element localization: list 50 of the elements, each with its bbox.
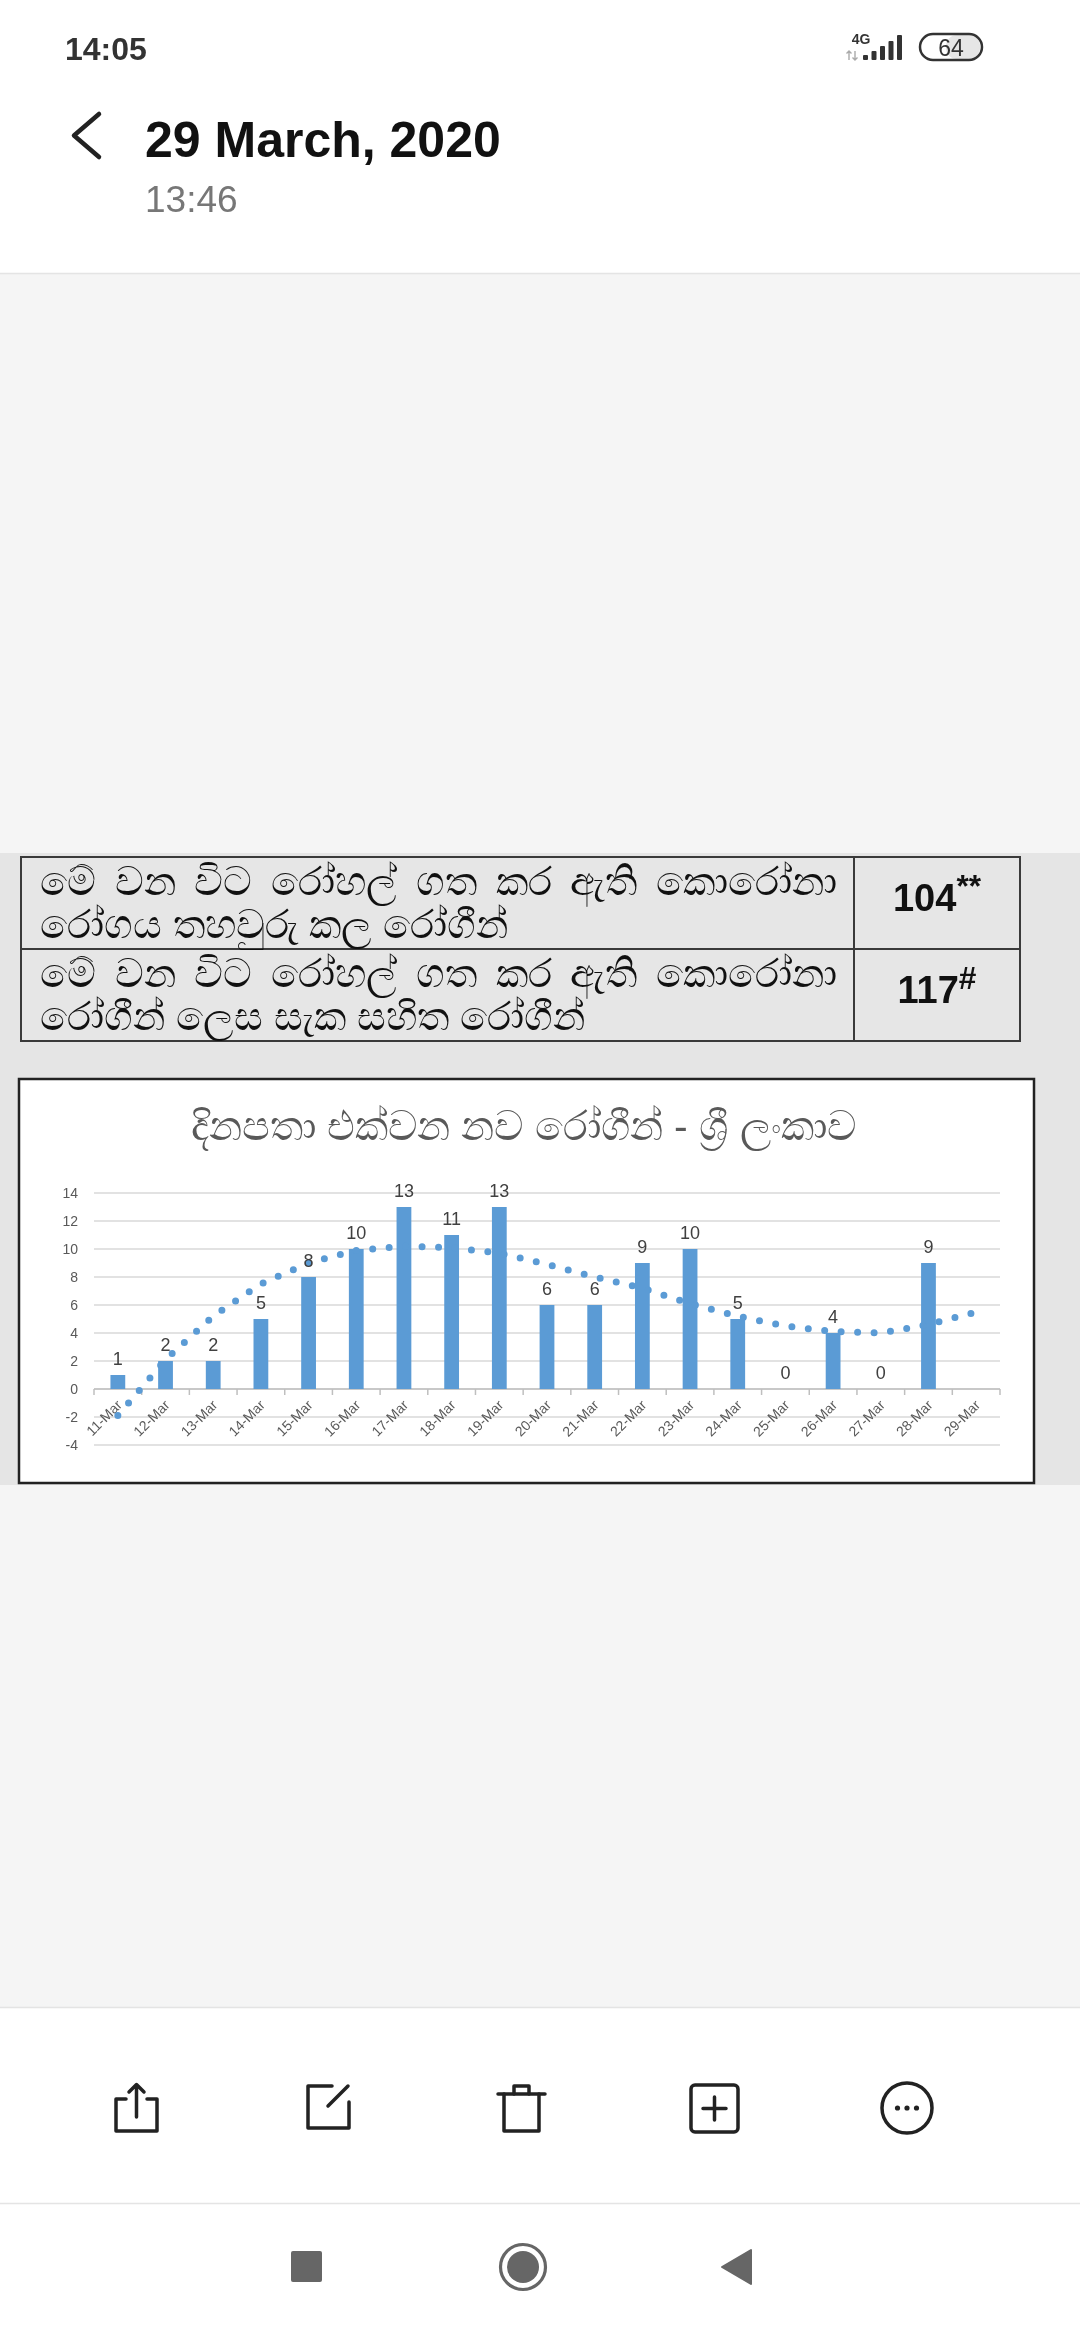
bar [205,1361,221,1389]
data-label: 5 [732,1293,743,1313]
text: 13:46 [145,179,238,220]
bar [110,1375,126,1389]
y-tick-label: 0 [70,1381,79,1397]
data-label: 0 [780,1363,791,1383]
bar [158,1361,173,1389]
y-tick-label: 12 [62,1213,79,1229]
data-label: 1 [112,1349,123,1369]
bar [921,1263,936,1389]
bar [539,1305,555,1389]
text: 4G [851,31,871,47]
text: 29 March, 2020 [145,112,501,168]
y-tick-label: 14 [62,1185,79,1201]
text: 64 [938,35,964,61]
text: මේ වන විට රෝහල් ගත කර ඇති කොරෝනා රෝගය තහවුරු කල රෝගීන් [21,857,854,949]
bar [587,1305,603,1389]
data-label: 11 [442,1209,461,1229]
chart-title: දිනපතා එක්වන නව රෝගීන් - ශ්‍රී ලංකාව [190,1103,856,1151]
data-label: 2 [160,1335,171,1355]
data-label: 2 [208,1335,219,1355]
text: 104$^{**}$ [854,857,1020,949]
y-tick-label: 8 [70,1269,79,1285]
bar [301,1277,316,1389]
y-tick-label: 10 [62,1241,79,1257]
data-label: 10 [346,1223,367,1243]
bar [634,1263,650,1389]
data-label: 5 [255,1293,266,1313]
data-label: 6 [541,1279,553,1299]
bar [348,1249,364,1389]
data-label: 6 [589,1279,600,1299]
data-label: 10 [680,1223,701,1243]
data-label: 13 [489,1181,510,1201]
data-label: 9 [923,1237,934,1257]
y-tick-label: 2 [70,1353,79,1369]
bar [730,1319,746,1389]
text: මේ වන විට රෝහල් ගත කර ඇති කොරෝනා රෝගීන් ලෙස සැක සහිත රෝගීන් [21,949,854,1041]
data-label: 0 [875,1363,886,1383]
bar [825,1333,841,1389]
text: 14:05 [65,31,147,67]
bar [253,1319,269,1389]
y-tick-label: 4 [70,1325,79,1341]
y-tick-label: -2 [65,1409,79,1425]
bar [682,1249,698,1389]
data-label: 4 [828,1307,839,1327]
y-tick-label: -4 [65,1437,79,1453]
y-tick-label: 6 [70,1297,79,1313]
text: 117$^{#}$ [854,949,1020,1041]
data-label: 9 [637,1237,648,1257]
data-label: 13 [393,1181,414,1201]
